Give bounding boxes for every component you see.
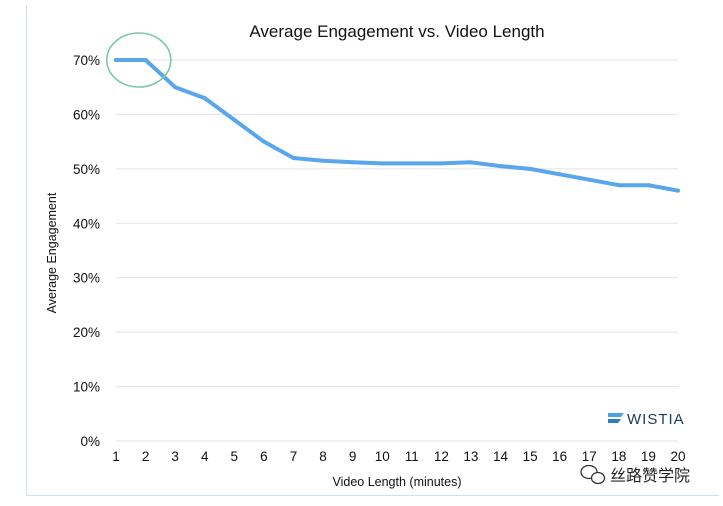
y-tick-label: 70%	[73, 53, 100, 68]
data-point	[114, 58, 118, 62]
x-tick-label: 17	[582, 449, 597, 464]
x-tick-label: 9	[349, 449, 357, 464]
y-tick-label: 50%	[73, 162, 100, 177]
data-point	[261, 139, 266, 144]
data-point	[587, 177, 592, 182]
x-tick-label: 4	[201, 449, 209, 464]
x-tick-label: 5	[231, 449, 239, 464]
x-axis-ticks: 1 2 3 4 5 6 7 8 9 10 11 12 13 14 15 16 17 18 19 20	[112, 449, 685, 464]
y-axis-label: Average Engagement	[45, 192, 59, 313]
data-point	[498, 164, 503, 169]
data-point	[321, 158, 326, 163]
x-tick-label: 14	[493, 449, 509, 464]
wistia-mark-icon	[608, 413, 624, 423]
gridlines	[116, 59, 678, 442]
wistia-logo: WISTIA	[608, 411, 685, 428]
watermark: 丝路赞学院	[580, 464, 690, 485]
wechat-icon	[580, 464, 606, 485]
data-point	[143, 58, 148, 62]
series-line	[114, 58, 680, 193]
data-point	[232, 117, 237, 122]
data-point	[350, 160, 355, 165]
x-axis-label: Video Length (minutes)	[332, 475, 461, 489]
y-tick-label: 0%	[80, 434, 100, 449]
data-point	[557, 172, 562, 177]
data-point	[291, 155, 296, 160]
data-point	[409, 161, 414, 166]
y-tick-label: 40%	[73, 216, 100, 231]
data-point	[528, 166, 533, 171]
x-tick-label: 19	[641, 449, 656, 464]
x-tick-label: 1	[112, 449, 120, 464]
x-tick-label: 18	[611, 449, 626, 464]
data-point	[380, 161, 385, 166]
chart-title: Average Engagement vs. Video Length	[249, 22, 544, 41]
y-tick-label: 10%	[73, 380, 100, 395]
watermark-text: 丝路赞学院	[610, 466, 690, 485]
y-tick-label: 20%	[73, 325, 100, 340]
x-tick-label: 2	[142, 449, 150, 464]
data-point	[468, 160, 473, 165]
data-point	[439, 161, 444, 166]
x-tick-label: 7	[290, 449, 298, 464]
data-point	[646, 183, 651, 188]
y-tick-label: 30%	[73, 271, 100, 286]
x-tick-label: 6	[260, 449, 268, 464]
x-tick-label: 13	[463, 449, 478, 464]
x-tick-label: 11	[405, 449, 419, 464]
wistia-wordmark: WISTIA	[627, 411, 685, 428]
y-axis-ticks: 0% 10% 20% 30% 40% 50% 60% 70%	[73, 53, 100, 449]
x-tick-label: 3	[171, 449, 179, 464]
x-tick-label: 15	[523, 449, 538, 464]
y-tick-label: 60%	[73, 107, 100, 122]
x-tick-label: 12	[434, 449, 449, 464]
data-point	[676, 188, 680, 193]
data-point	[616, 183, 621, 188]
x-tick-label: 20	[670, 449, 685, 464]
x-tick-label: 10	[375, 449, 390, 464]
x-tick-label: 16	[552, 449, 567, 464]
x-tick-label: 8	[319, 449, 327, 464]
series-layer	[114, 58, 680, 193]
highlight-ellipse	[105, 32, 172, 88]
data-point	[202, 96, 207, 101]
data-point	[173, 85, 178, 90]
